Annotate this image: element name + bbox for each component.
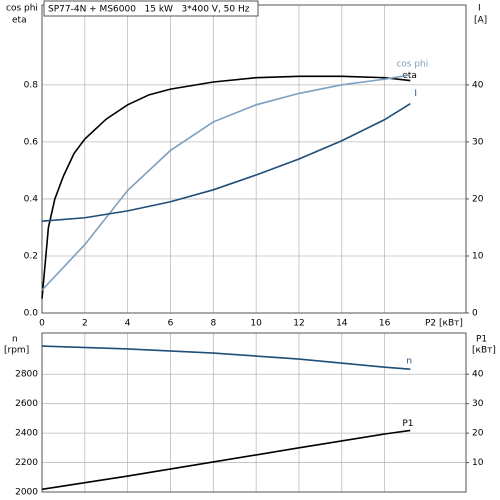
y2-tick-label: 30 bbox=[472, 137, 484, 147]
series-label: I bbox=[414, 89, 417, 99]
y2-axis-label: P1 bbox=[476, 335, 487, 345]
y-tick-label: 2200 bbox=[15, 458, 38, 468]
y-tick-label: 2600 bbox=[15, 399, 38, 409]
plot-frame bbox=[41, 332, 467, 493]
y2-tick-label: 20 bbox=[472, 429, 484, 439]
y-axis-label: n bbox=[12, 335, 18, 345]
y-tick-label: 0.2 bbox=[24, 251, 38, 261]
y-axis-label: [rpm] bbox=[4, 346, 29, 356]
y2-tick-label: 0 bbox=[472, 309, 478, 319]
x-tick-label: 8 bbox=[210, 319, 216, 329]
y2-axis-label: I bbox=[478, 4, 481, 14]
y2-tick-label: 30 bbox=[472, 399, 484, 409]
y-tick-label: 0.6 bbox=[24, 137, 39, 147]
y-tick-label: 0.8 bbox=[24, 80, 39, 90]
chart-title: SP77-4N + MS6000 15 kW 3*400 V, 50 Hz bbox=[48, 5, 250, 15]
x-tick-label: 2 bbox=[82, 319, 88, 329]
y2-tick-label: 40 bbox=[472, 370, 484, 380]
y2-axis-label: [кВт] bbox=[472, 346, 496, 356]
y-tick-label: 2400 bbox=[15, 429, 38, 439]
x-tick-label: 0 bbox=[39, 319, 45, 329]
series-line bbox=[41, 429, 411, 491]
series-label: n bbox=[406, 357, 412, 367]
y2-tick-label: 20 bbox=[472, 194, 484, 204]
x-axis-label: P2 [кВт] bbox=[425, 319, 463, 329]
x-tick-label: 16 bbox=[379, 319, 391, 329]
y2-tick-label: 10 bbox=[472, 251, 484, 261]
title-box bbox=[43, 0, 259, 17]
x-tick-label: 6 bbox=[168, 319, 174, 329]
y-tick-label: 0.0 bbox=[24, 309, 39, 319]
y-axis-label: eta bbox=[12, 16, 27, 26]
y-tick-label: 0.4 bbox=[24, 194, 39, 204]
series-line bbox=[41, 345, 411, 371]
x-tick-label: 12 bbox=[293, 319, 304, 329]
x-tick-label: 14 bbox=[336, 319, 348, 329]
series-label: eta bbox=[402, 71, 417, 81]
y2-axis-label: [A] bbox=[474, 16, 487, 26]
x-tick-label: 10 bbox=[250, 319, 262, 329]
series-line bbox=[41, 102, 411, 222]
series-label: P1 bbox=[402, 419, 413, 429]
y-tick-label: 2800 bbox=[15, 370, 38, 380]
series-line bbox=[41, 74, 411, 291]
series-label: cos phi bbox=[396, 59, 428, 69]
series-line bbox=[41, 75, 411, 299]
y-axis-label: cos phi bbox=[6, 4, 38, 14]
y2-tick-label: 10 bbox=[472, 458, 484, 468]
plot-frame bbox=[41, 4, 467, 314]
y-tick-label: 2000 bbox=[15, 488, 38, 498]
x-tick-label: 4 bbox=[125, 319, 131, 329]
y2-tick-label: 40 bbox=[472, 80, 484, 90]
